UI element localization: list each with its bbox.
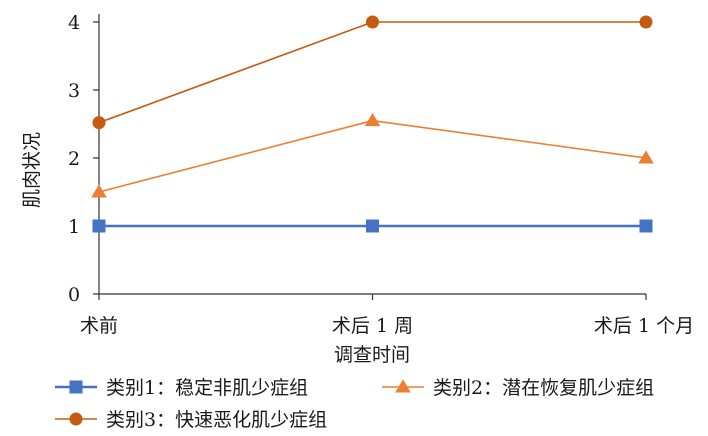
legend-label: 类别2：潜在恢复肌少症组 xyxy=(433,377,654,399)
y-tick-label: 3 xyxy=(68,80,80,102)
legend-swatch-marker xyxy=(395,379,411,393)
series-2-point xyxy=(364,112,381,127)
series-3-line xyxy=(98,21,646,124)
series-1 xyxy=(92,219,653,233)
legend-label: 类别3：快速恶化肌少症组 xyxy=(106,409,327,431)
series-3-point xyxy=(366,15,379,29)
series-3-point xyxy=(92,116,106,130)
y-tick-label: 2 xyxy=(68,148,80,170)
x-axis-ticks: 术前 术后 1 周 术后 1 个月 xyxy=(80,294,694,337)
y-axis-ticks: 0 1 2 3 4 xyxy=(68,12,99,306)
series-1-point xyxy=(366,219,379,233)
series-3-point xyxy=(639,15,653,29)
series-1-point xyxy=(639,219,653,233)
series-2-line xyxy=(98,119,647,193)
series-2-point xyxy=(91,184,107,198)
series-2-point xyxy=(638,150,654,164)
y-tick-label: 0 xyxy=(68,284,80,306)
y-tick-label: 4 xyxy=(68,12,80,34)
series-1-point xyxy=(92,219,106,233)
legend-item-1: 类别1：稳定非肌少症组 xyxy=(55,377,308,399)
series-2 xyxy=(91,112,654,198)
y-tick-label: 1 xyxy=(68,216,80,238)
x-tick-label: 术后 1 周 xyxy=(332,315,413,337)
x-tick-label: 术前 xyxy=(80,315,118,337)
x-axis-title: 调查时间 xyxy=(334,344,410,366)
x-tick-label: 术后 1 个月 xyxy=(594,315,694,337)
legend-swatch-marker xyxy=(69,412,83,426)
legend-label: 类别1：稳定非肌少症组 xyxy=(106,377,308,399)
legend-item-2: 类别2：潜在恢复肌少症组 xyxy=(382,377,654,399)
y-axis-title: 肌肉状况 xyxy=(21,132,43,208)
series-layer xyxy=(91,15,654,233)
legend-item-3: 类别3：快速恶化肌少症组 xyxy=(55,409,327,431)
series-3 xyxy=(92,15,653,130)
legend-swatch-marker xyxy=(69,380,83,394)
